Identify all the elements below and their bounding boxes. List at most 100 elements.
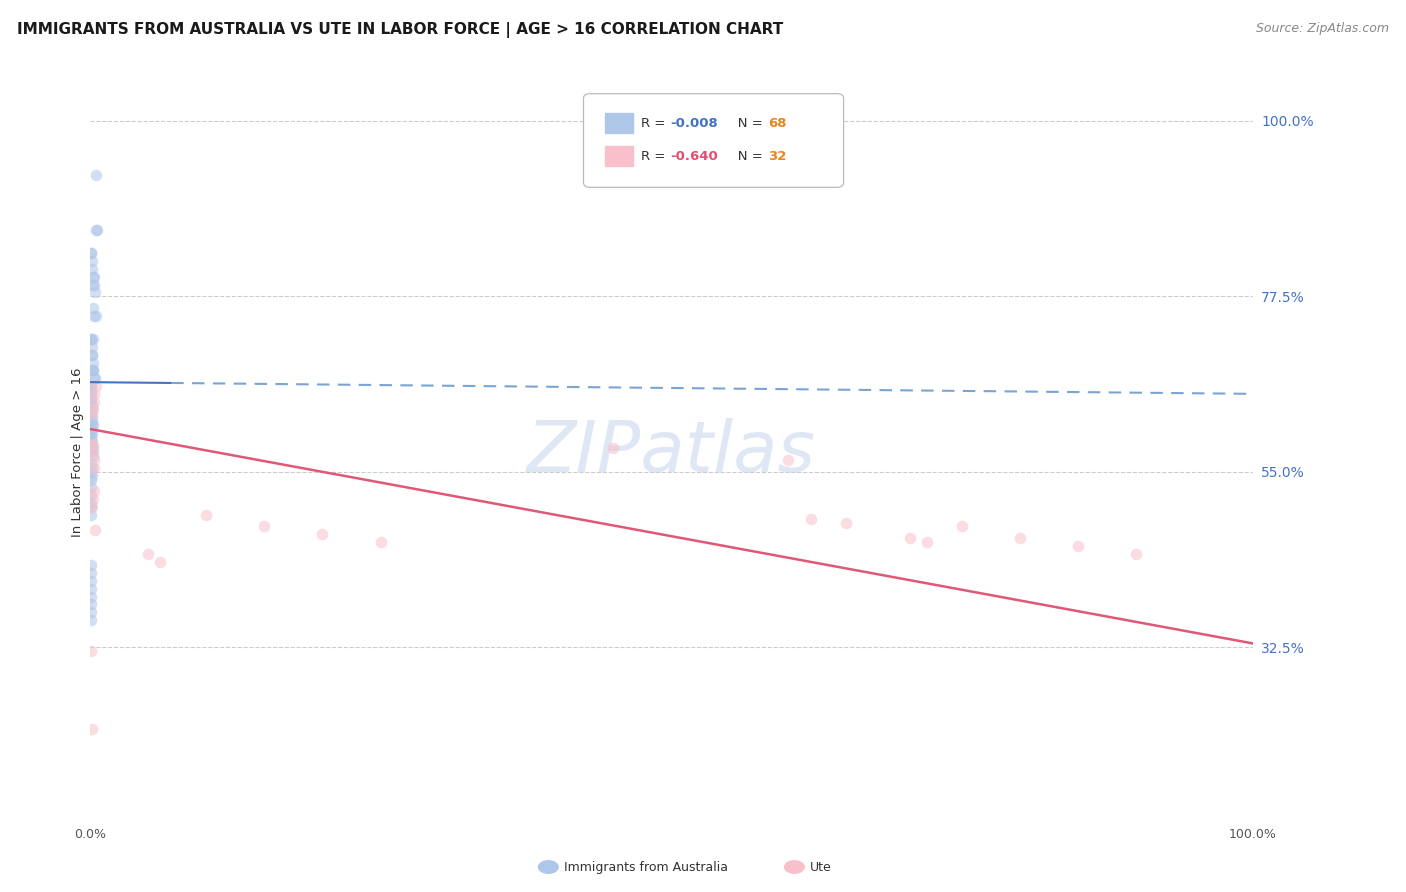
- Text: -0.640: -0.640: [671, 150, 718, 162]
- Point: [80, 399, 103, 413]
- Point: [83, 387, 105, 401]
- Text: N =: N =: [725, 150, 768, 162]
- Point: [602, 442, 624, 456]
- Point: [84, 309, 107, 323]
- Point: [84, 223, 107, 237]
- Point: [82, 262, 104, 277]
- Point: [83, 394, 105, 409]
- Point: [834, 516, 856, 530]
- Point: [80, 394, 103, 409]
- Point: [80, 430, 103, 444]
- Point: [80, 558, 103, 573]
- Point: [80, 414, 103, 428]
- Point: [80, 496, 103, 510]
- Point: [253, 519, 276, 533]
- Point: [83, 484, 105, 499]
- Point: [80, 461, 103, 475]
- Text: 68: 68: [768, 117, 786, 129]
- Point: [83, 461, 105, 475]
- Point: [80, 480, 103, 494]
- Point: [80, 473, 103, 487]
- Point: [80, 406, 103, 420]
- Text: Immigrants from Australia: Immigrants from Australia: [564, 861, 728, 873]
- Text: 32: 32: [768, 150, 786, 162]
- Point: [86, 223, 108, 237]
- Point: [82, 417, 104, 432]
- Point: [80, 566, 103, 581]
- Point: [83, 453, 105, 467]
- Point: [370, 535, 392, 549]
- Point: [82, 363, 104, 377]
- Point: [80, 379, 103, 393]
- Point: [82, 269, 104, 284]
- Point: [80, 417, 103, 432]
- Text: N =: N =: [725, 117, 768, 129]
- Point: [80, 574, 103, 588]
- Point: [82, 363, 104, 377]
- Point: [80, 500, 103, 514]
- Point: [83, 269, 105, 284]
- Point: [80, 613, 103, 627]
- Point: [776, 453, 799, 467]
- Point: [82, 434, 104, 448]
- Point: [80, 598, 103, 612]
- Point: [83, 371, 105, 385]
- Point: [80, 383, 103, 397]
- Point: [1010, 531, 1032, 545]
- Point: [80, 425, 103, 440]
- Point: [80, 422, 103, 436]
- Text: R =: R =: [641, 117, 669, 129]
- Point: [80, 437, 103, 451]
- Point: [950, 519, 973, 533]
- Point: [80, 402, 103, 417]
- Point: [80, 508, 103, 522]
- Point: [82, 492, 104, 507]
- Point: [80, 379, 103, 393]
- Point: [83, 371, 105, 385]
- Point: [82, 468, 104, 483]
- Point: [80, 457, 103, 471]
- Point: [82, 437, 104, 451]
- Point: [915, 535, 938, 549]
- Point: [1125, 547, 1147, 561]
- Point: [82, 332, 104, 346]
- Text: IMMIGRANTS FROM AUSTRALIA VS UTE IN LABOR FORCE | AGE > 16 CORRELATION CHART: IMMIGRANTS FROM AUSTRALIA VS UTE IN LABO…: [17, 22, 783, 38]
- Point: [82, 277, 104, 292]
- Point: [84, 524, 107, 538]
- Point: [80, 488, 103, 502]
- Point: [80, 246, 103, 260]
- Point: [84, 169, 107, 183]
- Point: [80, 437, 103, 451]
- Point: [80, 332, 103, 346]
- Point: [82, 406, 104, 420]
- Point: [80, 332, 103, 346]
- Point: [82, 500, 104, 514]
- Point: [80, 605, 103, 619]
- Point: [1067, 539, 1090, 553]
- Point: [84, 285, 107, 300]
- Point: [82, 449, 104, 463]
- Point: [82, 402, 104, 417]
- Text: R =: R =: [641, 150, 669, 162]
- Point: [898, 531, 921, 545]
- Point: [82, 356, 104, 370]
- Point: [82, 363, 104, 377]
- Point: [80, 246, 103, 260]
- Point: [80, 590, 103, 604]
- Point: [82, 442, 104, 456]
- Point: [83, 277, 105, 292]
- Point: [82, 410, 104, 425]
- Text: Ute: Ute: [810, 861, 831, 873]
- Point: [82, 301, 104, 315]
- Point: [80, 340, 103, 354]
- Text: -0.008: -0.008: [671, 117, 718, 129]
- Y-axis label: In Labor Force | Age > 16: In Labor Force | Age > 16: [72, 368, 84, 537]
- Text: Source: ZipAtlas.com: Source: ZipAtlas.com: [1256, 22, 1389, 36]
- Point: [83, 309, 105, 323]
- Point: [80, 445, 103, 459]
- Point: [311, 527, 333, 541]
- Point: [80, 425, 103, 440]
- Point: [800, 511, 823, 525]
- Point: [82, 348, 104, 362]
- Point: [80, 387, 103, 401]
